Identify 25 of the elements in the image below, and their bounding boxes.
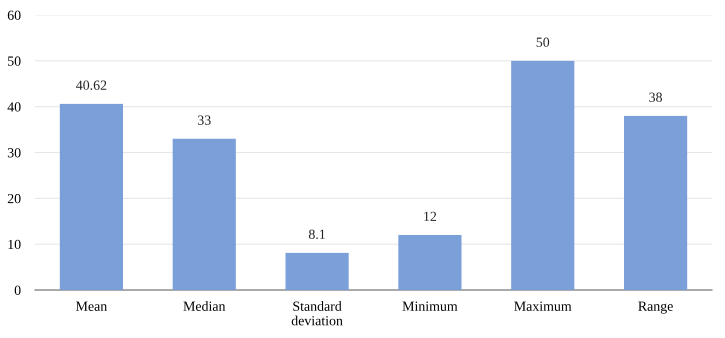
- x-tick-label: Mean: [76, 302, 108, 311]
- y-tick-label: 60: [8, 10, 21, 20]
- y-tick-label: 40: [7, 102, 21, 112]
- y-tick-label: 10: [8, 240, 21, 250]
- bar: [398, 235, 462, 290]
- data-label: 38: [649, 92, 662, 102]
- y-tick-label: 0: [14, 286, 21, 295]
- y-tick-label: 50: [8, 56, 21, 66]
- x-tick-label: Maximum: [514, 302, 572, 311]
- bar: [172, 138, 236, 290]
- bar: [60, 104, 124, 290]
- x-tick-label: Standard deviation: [292, 301, 343, 326]
- x-tick-label: Median: [183, 301, 226, 311]
- y-tick-label: 30: [8, 148, 21, 158]
- data-label: 40.62: [76, 80, 106, 90]
- bar: [624, 116, 688, 290]
- y-tick-label: 20: [8, 194, 21, 204]
- bar: [285, 252, 349, 290]
- bar: [511, 60, 574, 290]
- data-label: 12: [424, 212, 436, 221]
- data-label: 50: [536, 38, 550, 47]
- x-tick-label: Range: [638, 302, 673, 314]
- x-tick-label: Minimum: [402, 302, 458, 311]
- data-label: 33: [198, 115, 211, 125]
- data-label: 8.1: [308, 230, 325, 240]
